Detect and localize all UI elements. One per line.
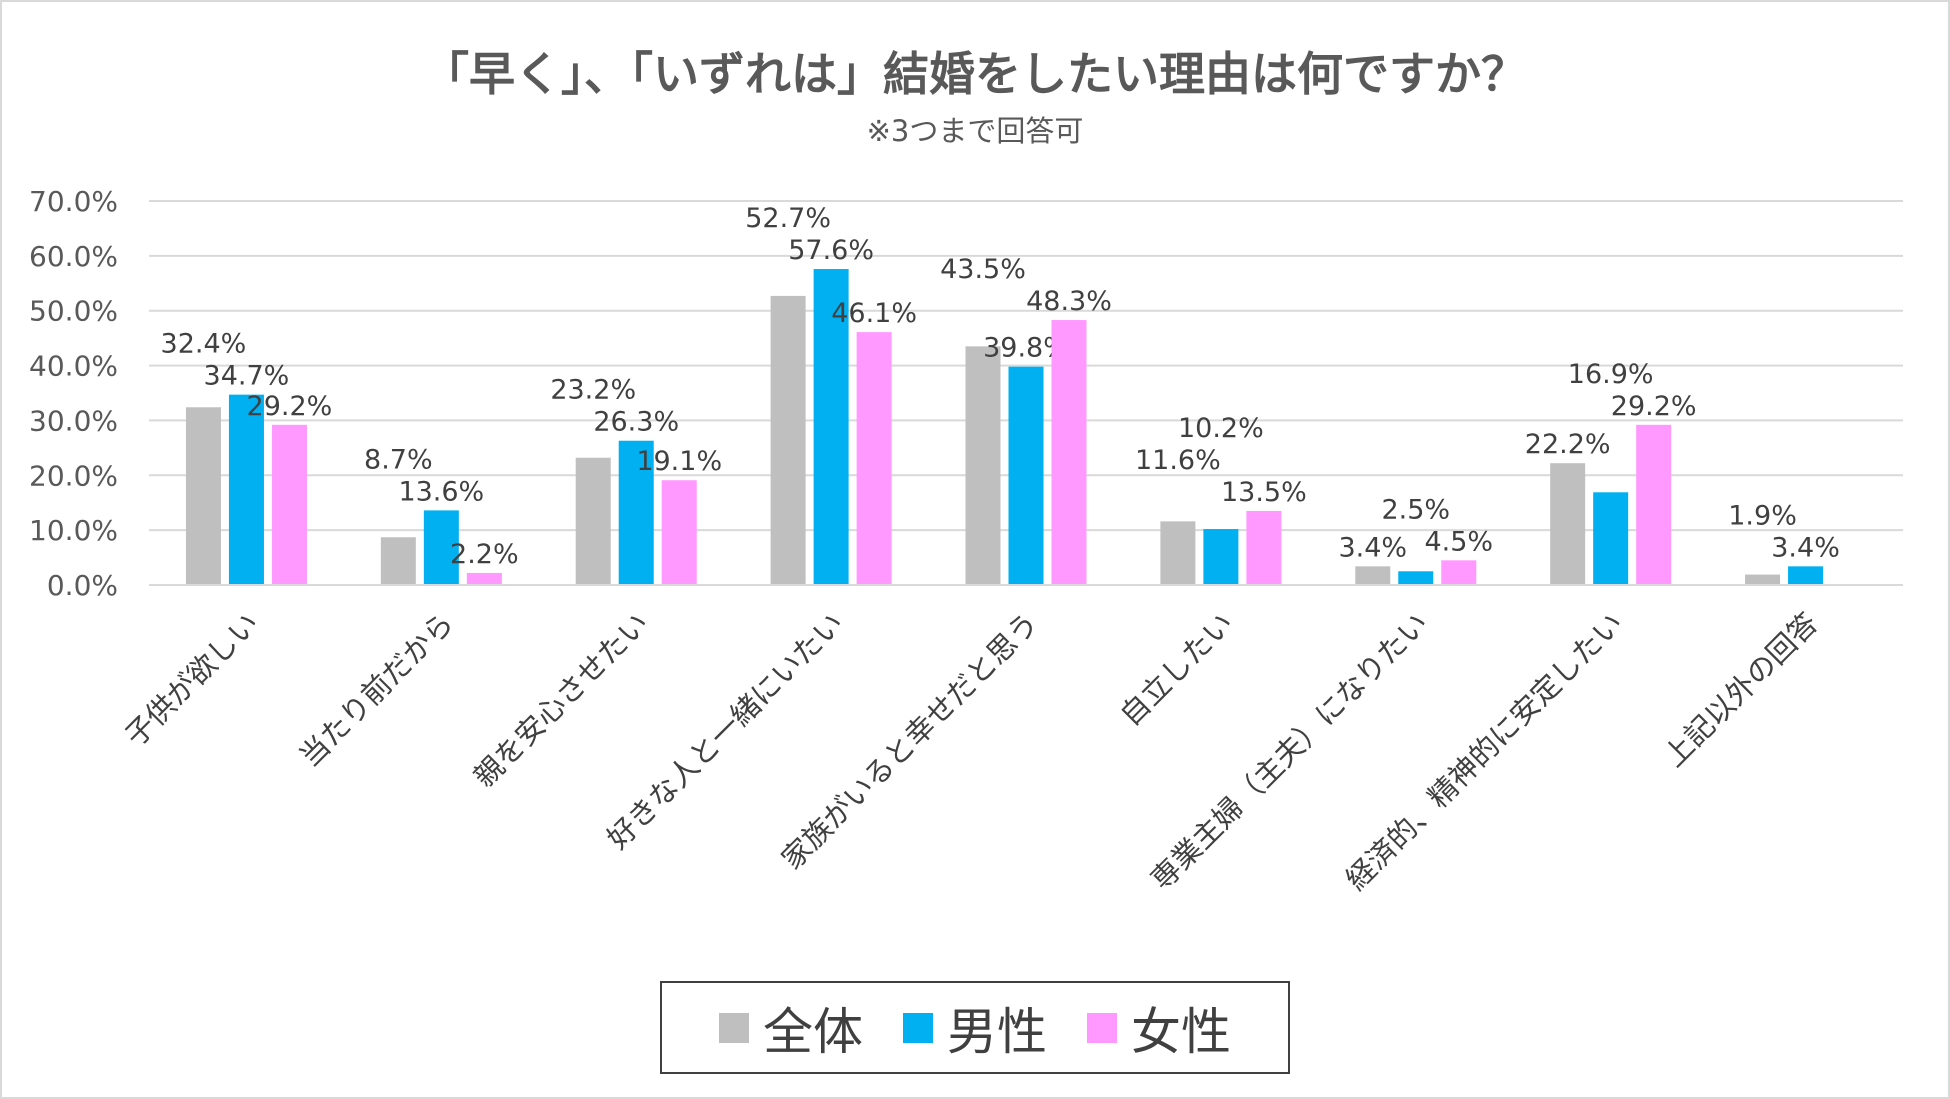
legend-item-all: 全体 xyxy=(719,992,863,1064)
data-label: 2.5% xyxy=(1381,494,1450,525)
y-tick-label: 30.0% xyxy=(29,404,118,437)
bar xyxy=(618,440,654,585)
legend-item-male: 男性 xyxy=(903,992,1047,1064)
x-tick-label: 子供が欲しい xyxy=(118,606,265,753)
bar xyxy=(1008,366,1044,585)
bar xyxy=(965,346,1001,585)
bar xyxy=(1051,320,1087,585)
y-tick-label: 60.0% xyxy=(29,240,118,273)
bar xyxy=(1788,566,1824,585)
data-label: 26.3% xyxy=(593,407,679,438)
bar xyxy=(575,457,611,585)
data-label: 16.9% xyxy=(1568,359,1654,390)
legend-item-female: 女性 xyxy=(1087,992,1231,1064)
data-label: 46.1% xyxy=(831,298,917,329)
data-label: 1.9% xyxy=(1728,500,1797,531)
y-tick-label: 20.0% xyxy=(29,459,118,492)
chart-title: 「早く」、「いずれは」結婚をしたい理由は何ですか？ xyxy=(423,47,1527,101)
legend-label-female: 女性 xyxy=(1131,1002,1231,1061)
bar xyxy=(380,537,416,585)
bar xyxy=(1550,463,1586,585)
data-label: 10.2% xyxy=(1178,413,1264,444)
y-tick-label: 70.0% xyxy=(29,185,118,218)
chart-subtitle: ※3つまで回答可 xyxy=(866,114,1084,148)
legend-label-all: 全体 xyxy=(763,1002,863,1061)
bar xyxy=(1160,521,1196,585)
data-label: 13.6% xyxy=(398,476,484,507)
bar xyxy=(1593,492,1629,585)
bar xyxy=(1203,529,1239,585)
data-label: 43.5% xyxy=(940,254,1026,285)
y-tick-label: 50.0% xyxy=(29,295,118,328)
bar xyxy=(1745,574,1781,585)
bar xyxy=(1636,424,1672,585)
bar xyxy=(271,424,307,585)
bar xyxy=(1441,560,1477,585)
bar xyxy=(856,332,892,585)
bar xyxy=(466,572,502,585)
bar xyxy=(1246,510,1282,585)
data-label: 23.2% xyxy=(550,375,636,406)
data-label: 13.5% xyxy=(1221,477,1307,508)
x-tick-label: 親を安心させたい xyxy=(467,606,655,794)
data-label: 29.2% xyxy=(247,391,333,422)
data-label: 48.3% xyxy=(1026,286,1112,317)
legend-label-male: 男性 xyxy=(947,1002,1047,1061)
x-tick-label: 当たり前だから xyxy=(293,606,461,774)
bar xyxy=(661,480,697,585)
bar xyxy=(1355,566,1391,585)
bar xyxy=(770,295,806,585)
data-label: 19.1% xyxy=(636,446,722,477)
data-label: 4.5% xyxy=(1424,526,1493,557)
bar xyxy=(423,510,459,585)
bar xyxy=(228,394,264,585)
data-label: 3.4% xyxy=(1338,532,1407,563)
legend-swatch-male xyxy=(903,1012,933,1043)
y-tick-label: 40.0% xyxy=(29,350,118,383)
y-tick-label: 10.0% xyxy=(29,514,118,547)
legend-swatch-female xyxy=(1087,1012,1117,1043)
legend: 全体 男性 女性 xyxy=(660,981,1290,1074)
data-label: 8.7% xyxy=(364,444,433,475)
data-label: 32.4% xyxy=(161,329,247,360)
x-tick-label: 自立したい xyxy=(1113,606,1240,733)
data-label: 11.6% xyxy=(1135,445,1221,476)
data-label: 34.7% xyxy=(204,361,290,392)
data-label: 29.2% xyxy=(1611,391,1697,422)
legend-swatch-all xyxy=(719,1012,749,1043)
data-label: 57.6% xyxy=(788,235,874,266)
bar xyxy=(1398,571,1434,585)
data-label: 22.2% xyxy=(1525,429,1611,460)
bar xyxy=(185,407,221,585)
data-label: 3.4% xyxy=(1771,532,1840,563)
bar xyxy=(813,269,849,585)
x-tick-label: 上記以外の回答 xyxy=(1657,606,1825,774)
y-tick-label: 0.0% xyxy=(47,569,118,602)
data-label: 2.2% xyxy=(450,539,519,570)
data-label: 52.7% xyxy=(745,203,831,234)
